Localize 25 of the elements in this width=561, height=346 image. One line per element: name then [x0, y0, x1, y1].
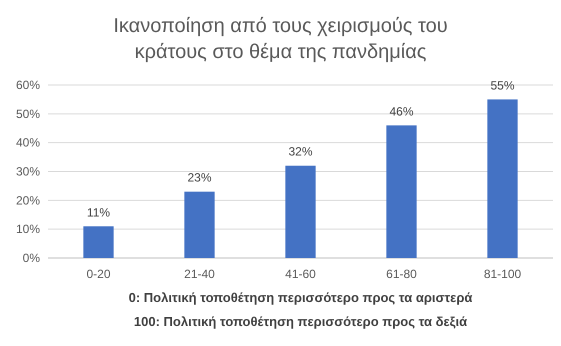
text: 100: Πολιτική τοποθέτηση περισσότερο προς τα δεξιά [134, 314, 468, 329]
data-label: 23% [187, 170, 212, 185]
data-label: 11% [86, 205, 110, 220]
y-tick-label: 10% [16, 222, 40, 236]
x-tick-label: 81-100 [484, 267, 522, 281]
y-tick-label: 0% [22, 251, 40, 265]
y-tick-label: 40% [16, 136, 40, 150]
data-label: 55% [490, 78, 515, 92]
bar [386, 125, 417, 258]
y-tick-label: 60% [16, 78, 40, 92]
data-label: 46% [389, 104, 414, 118]
x-tick-label: 21-40 [184, 267, 216, 281]
bar [184, 192, 215, 258]
bar [487, 99, 518, 258]
x-tick-label: 41-60 [285, 267, 316, 281]
text: 0: Πολιτική τοποθέτηση περισσότερο προς τα αριστερά [128, 290, 472, 305]
data-label: 32% [288, 144, 313, 159]
bar [83, 226, 114, 258]
x-tick-label: 0-20 [86, 267, 111, 281]
x-tick-label: 61-80 [386, 267, 418, 281]
y-tick-label: 30% [16, 164, 40, 178]
y-tick-label: 20% [16, 193, 40, 208]
chart-title: Ικανοποίηση από τους χειρισμούς του κράτους στο θέμα της πανδημίας [113, 15, 448, 63]
bar [285, 166, 316, 258]
y-tick-label: 50% [16, 106, 40, 121]
